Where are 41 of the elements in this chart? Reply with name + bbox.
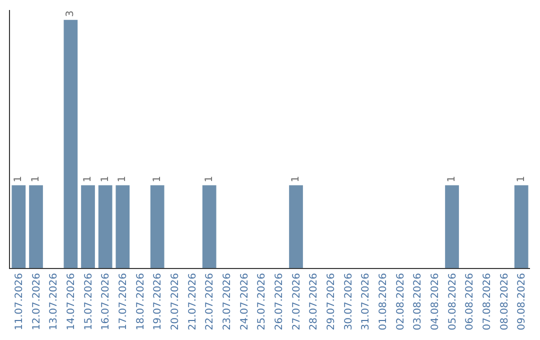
x-tick-label: 23.07.2026 [222, 273, 233, 330]
data-label: 1 [82, 176, 94, 182]
x-tick-label: 27.07.2026 [291, 273, 302, 330]
data-label: 1 [516, 176, 527, 182]
x-tick-label: 21.07.2026 [187, 273, 198, 330]
x-tick-label: 04.08.2026 [430, 273, 441, 330]
data-label: 1 [290, 176, 302, 182]
x-tick-label: 09.08.2026 [516, 273, 528, 330]
x-tick-label: 30.07.2026 [343, 273, 354, 330]
data-label: 1 [30, 176, 42, 182]
x-tick-label: 31.07.2026 [360, 273, 372, 330]
x-tick-label: 13.07.2026 [48, 273, 60, 330]
x-tick-label: 02.08.2026 [395, 273, 406, 330]
x-tick-label: 01.08.2026 [378, 273, 389, 330]
data-label: 1 [100, 176, 111, 182]
x-tick-label: 28.07.2026 [308, 273, 320, 330]
data-label: 1 [13, 176, 24, 182]
data-label: 3 [65, 10, 76, 17]
x-tick-label: 05.08.2026 [447, 273, 458, 330]
x-tick-label: 17.07.2026 [118, 273, 129, 330]
x-tick-label: 07.08.2026 [482, 273, 493, 330]
x-tick-label: 18.07.2026 [135, 273, 146, 330]
data-label: 1 [117, 176, 128, 182]
x-tick-label: 11.07.2026 [14, 273, 25, 330]
x-tick-label: 22.07.2026 [204, 273, 216, 330]
x-tick-label: 12.07.2026 [31, 273, 42, 330]
x-tick-label: 29.07.2026 [326, 273, 337, 330]
x-tick-label: 06.08.2026 [464, 273, 476, 330]
x-tick-label: 25.07.2026 [256, 273, 268, 330]
x-tick-label: 26.07.2026 [274, 273, 285, 330]
x-tick-label: 16.07.2026 [100, 273, 112, 330]
x-tick-label: 15.07.2026 [83, 273, 94, 330]
data-label: 1 [446, 176, 458, 182]
x-tick-label: 24.07.2026 [239, 273, 250, 330]
x-tick-label: 08.08.2026 [499, 273, 510, 330]
x-tick-label: 19.07.2026 [152, 273, 164, 330]
x-tick-label: 20.07.2026 [170, 273, 181, 330]
data-label: 1 [152, 176, 163, 182]
data-label: 1 [204, 176, 215, 182]
x-tick-label: 14.07.2026 [66, 273, 77, 330]
x-tick-label: 03.08.2026 [412, 273, 424, 330]
